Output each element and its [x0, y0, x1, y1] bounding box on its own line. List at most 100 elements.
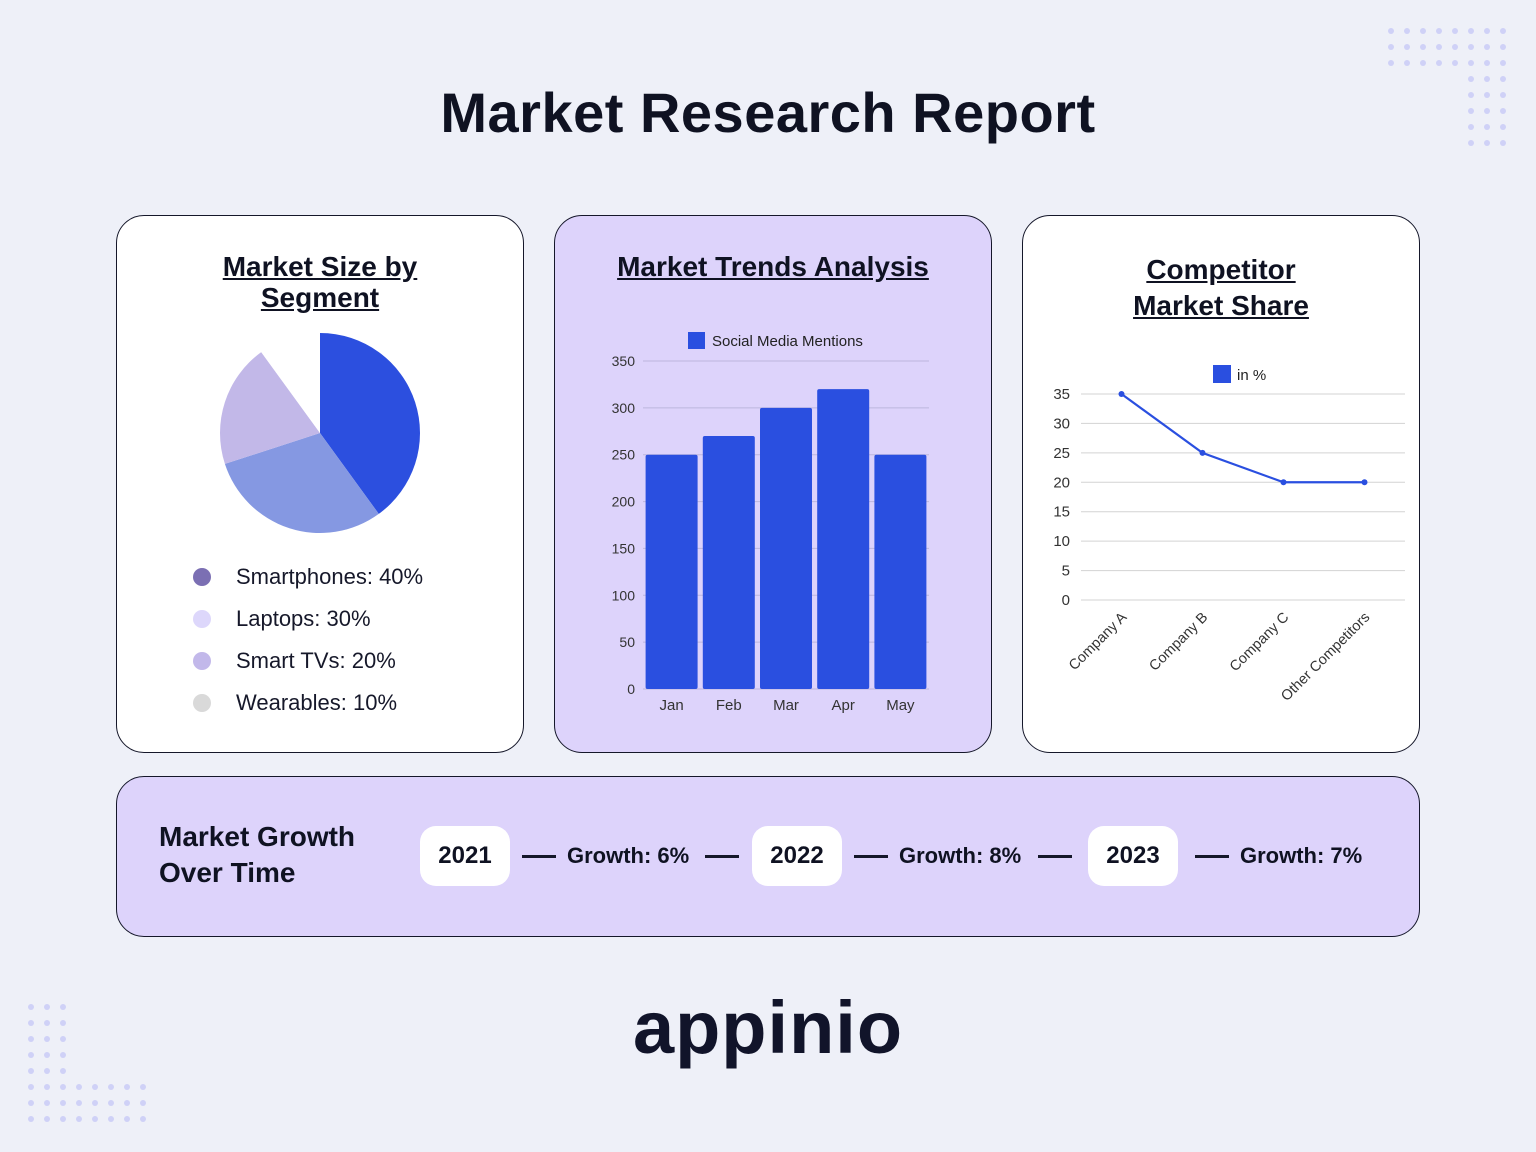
pie-legend-item: Wearables: 10% — [193, 682, 423, 724]
decorative-dot — [1500, 76, 1506, 82]
growth-heading: Market Growth Over Time — [159, 819, 355, 891]
y-tick-label: 50 — [619, 634, 635, 650]
series-line — [1120, 393, 1365, 484]
decorative-dot — [1500, 108, 1506, 114]
legend-dot — [193, 610, 211, 628]
x-tick-label: Jan — [660, 697, 684, 714]
bar-may — [874, 454, 927, 689]
y-tick-label: 350 — [612, 353, 636, 369]
decorative-dot — [92, 1084, 98, 1090]
market-trends-title: Market Trends Analysis — [617, 251, 929, 282]
decorative-dot — [1500, 44, 1506, 50]
decorative-dot — [92, 1116, 98, 1122]
pie-chart — [220, 333, 420, 533]
y-tick-label: 300 — [612, 400, 636, 416]
decorative-dot — [108, 1084, 114, 1090]
pie-slice-smartphones — [320, 333, 420, 514]
market-growth-card: Market Growth Over Time 2021 Growth: 6% … — [116, 776, 1420, 937]
decorative-dot — [60, 1116, 66, 1122]
decorative-dot — [1500, 92, 1506, 98]
decorative-dot — [1468, 140, 1474, 146]
decorative-dot — [44, 1020, 50, 1026]
market-size-title-line2: Segment — [260, 281, 380, 313]
decorative-dot — [60, 1100, 66, 1106]
pie-slice-wearables — [261, 333, 320, 433]
timeline-connector — [1038, 855, 1072, 858]
decorative-dot — [1452, 60, 1458, 66]
decorative-dot — [1484, 44, 1490, 50]
decorative-dot — [28, 1036, 34, 1042]
pie-legend-label: Wearables: 10% — [236, 690, 398, 715]
data-point — [1280, 479, 1287, 486]
decorative-dot — [44, 1084, 50, 1090]
decorative-dot — [76, 1084, 82, 1090]
decorative-dot — [28, 1084, 34, 1090]
page-title: Market Research Report — [440, 81, 1096, 144]
decorative-dot — [60, 1036, 66, 1042]
bar-chart: 0 50 100 150 200 250 300 350 Jan Feb Mar Apr May Soci… — [612, 332, 929, 714]
x-tick-label: Other Competitors — [1278, 610, 1373, 705]
decorative-dot — [1420, 28, 1426, 34]
decorative-dot — [44, 1036, 50, 1042]
decorative-dot — [1436, 28, 1442, 34]
pie-legend: Smartphones: 40% Laptops: 30% Smart TVs: 2… — [193, 556, 423, 724]
decorative-dot — [1500, 124, 1506, 130]
decorative-dot — [1484, 92, 1490, 98]
y-tick-label: 250 — [612, 447, 636, 463]
pie-legend-label: Smartphones: 40% — [236, 564, 424, 589]
decorative-dot — [76, 1100, 82, 1106]
line-chart: 0 5 10 15 20 25 30 35 Company A Company B Company … — [1053, 365, 1405, 705]
decorative-dot — [60, 1004, 66, 1010]
y-tick-label: 0 — [627, 681, 635, 697]
legend-swatch — [688, 332, 705, 349]
timeline-connector — [854, 855, 888, 858]
x-tick-label: Company A — [1066, 609, 1131, 674]
pie-slice-smart-tvs — [220, 352, 320, 464]
pie-legend-label: Smart TVs: 20% — [236, 648, 396, 673]
decorative-dot — [1500, 140, 1506, 146]
decorative-dot — [1484, 76, 1490, 82]
decorative-dot — [44, 1116, 50, 1122]
legend-swatch — [1213, 365, 1231, 383]
x-tick-label: Company B — [1146, 610, 1211, 675]
decorative-dot — [1468, 108, 1474, 114]
decorative-dot — [1404, 28, 1410, 34]
x-tick-label: Feb — [716, 697, 742, 714]
decorative-dot — [140, 1100, 146, 1106]
decorative-dot — [1404, 60, 1410, 66]
market-size-title-line1: Market Size by — [222, 251, 418, 282]
x-tick-label: Company C — [1227, 610, 1292, 675]
decorative-dot — [28, 1004, 34, 1010]
decorative-dot — [44, 1100, 50, 1106]
decorative-dot — [44, 1052, 50, 1058]
decorative-dot — [1484, 124, 1490, 130]
decorative-dot — [1452, 44, 1458, 50]
decorative-dot — [1436, 60, 1442, 66]
decorative-dot — [1388, 28, 1394, 34]
decorative-dot — [1484, 140, 1490, 146]
decorative-dot — [76, 1116, 82, 1122]
year-pill-2021: 2021 — [420, 826, 510, 886]
x-tick-label: May — [886, 697, 915, 714]
decorative-dot — [1468, 124, 1474, 130]
growth-heading-line1: Market Growth — [159, 821, 356, 852]
y-tick-label: 100 — [612, 587, 636, 603]
decorative-dot — [1468, 76, 1474, 82]
decorative-dot — [1452, 28, 1458, 34]
decorative-dot — [1468, 60, 1474, 66]
y-tick-label: 5 — [1062, 563, 1070, 580]
pie-legend-item: Laptops: 30% — [193, 598, 423, 640]
decorative-dot — [44, 1068, 50, 1074]
pie-legend-item: Smart TVs: 20% — [193, 640, 423, 682]
decorative-dot — [28, 1068, 34, 1074]
decorative-dot — [28, 1052, 34, 1058]
y-tick-label: 25 — [1053, 445, 1070, 462]
decorative-dot — [1420, 44, 1426, 50]
decorative-dot — [92, 1100, 98, 1106]
decorative-dot — [1484, 60, 1490, 66]
data-point — [1199, 449, 1206, 456]
decorative-dot — [28, 1020, 34, 1026]
timeline-connector — [1195, 855, 1229, 858]
decorative-dot — [44, 1004, 50, 1010]
y-tick-label: 200 — [612, 494, 636, 510]
